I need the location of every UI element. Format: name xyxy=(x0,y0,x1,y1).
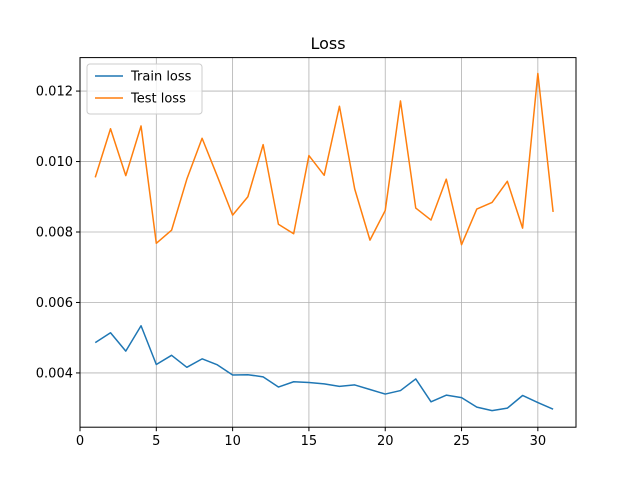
axis-layer: 0 5 10 15 20 25 30 0.004 0.006 0.008 0.010 0.012 xyxy=(36,85,546,450)
legend-label-train-loss: Train loss xyxy=(130,70,192,85)
legend: Train loss Test loss xyxy=(86,63,203,115)
y-tick-label: 0.004 xyxy=(36,366,73,381)
y-tick-label: 0.010 xyxy=(36,155,73,170)
x-tick-label: 30 xyxy=(530,434,547,449)
series-line-train-loss xyxy=(94,324,554,412)
series-layer xyxy=(94,72,554,412)
y-tick-label: 0.012 xyxy=(36,85,73,100)
x-tick-label: 10 xyxy=(224,434,241,449)
plot-area-frame xyxy=(79,57,577,428)
x-tick-label: 0 xyxy=(76,434,84,449)
legend-label-test-loss: Test loss xyxy=(130,92,186,107)
y-tick-label: 0.008 xyxy=(36,226,73,241)
x-tick-label: 15 xyxy=(301,434,318,449)
x-tick-label: 5 xyxy=(152,434,160,449)
y-tick-label: 0.006 xyxy=(36,296,73,311)
x-tick-label: 20 xyxy=(377,434,394,449)
chart-title: Loss xyxy=(310,34,345,53)
series-line-test-loss xyxy=(94,72,554,246)
x-tick-label: 25 xyxy=(453,434,470,449)
